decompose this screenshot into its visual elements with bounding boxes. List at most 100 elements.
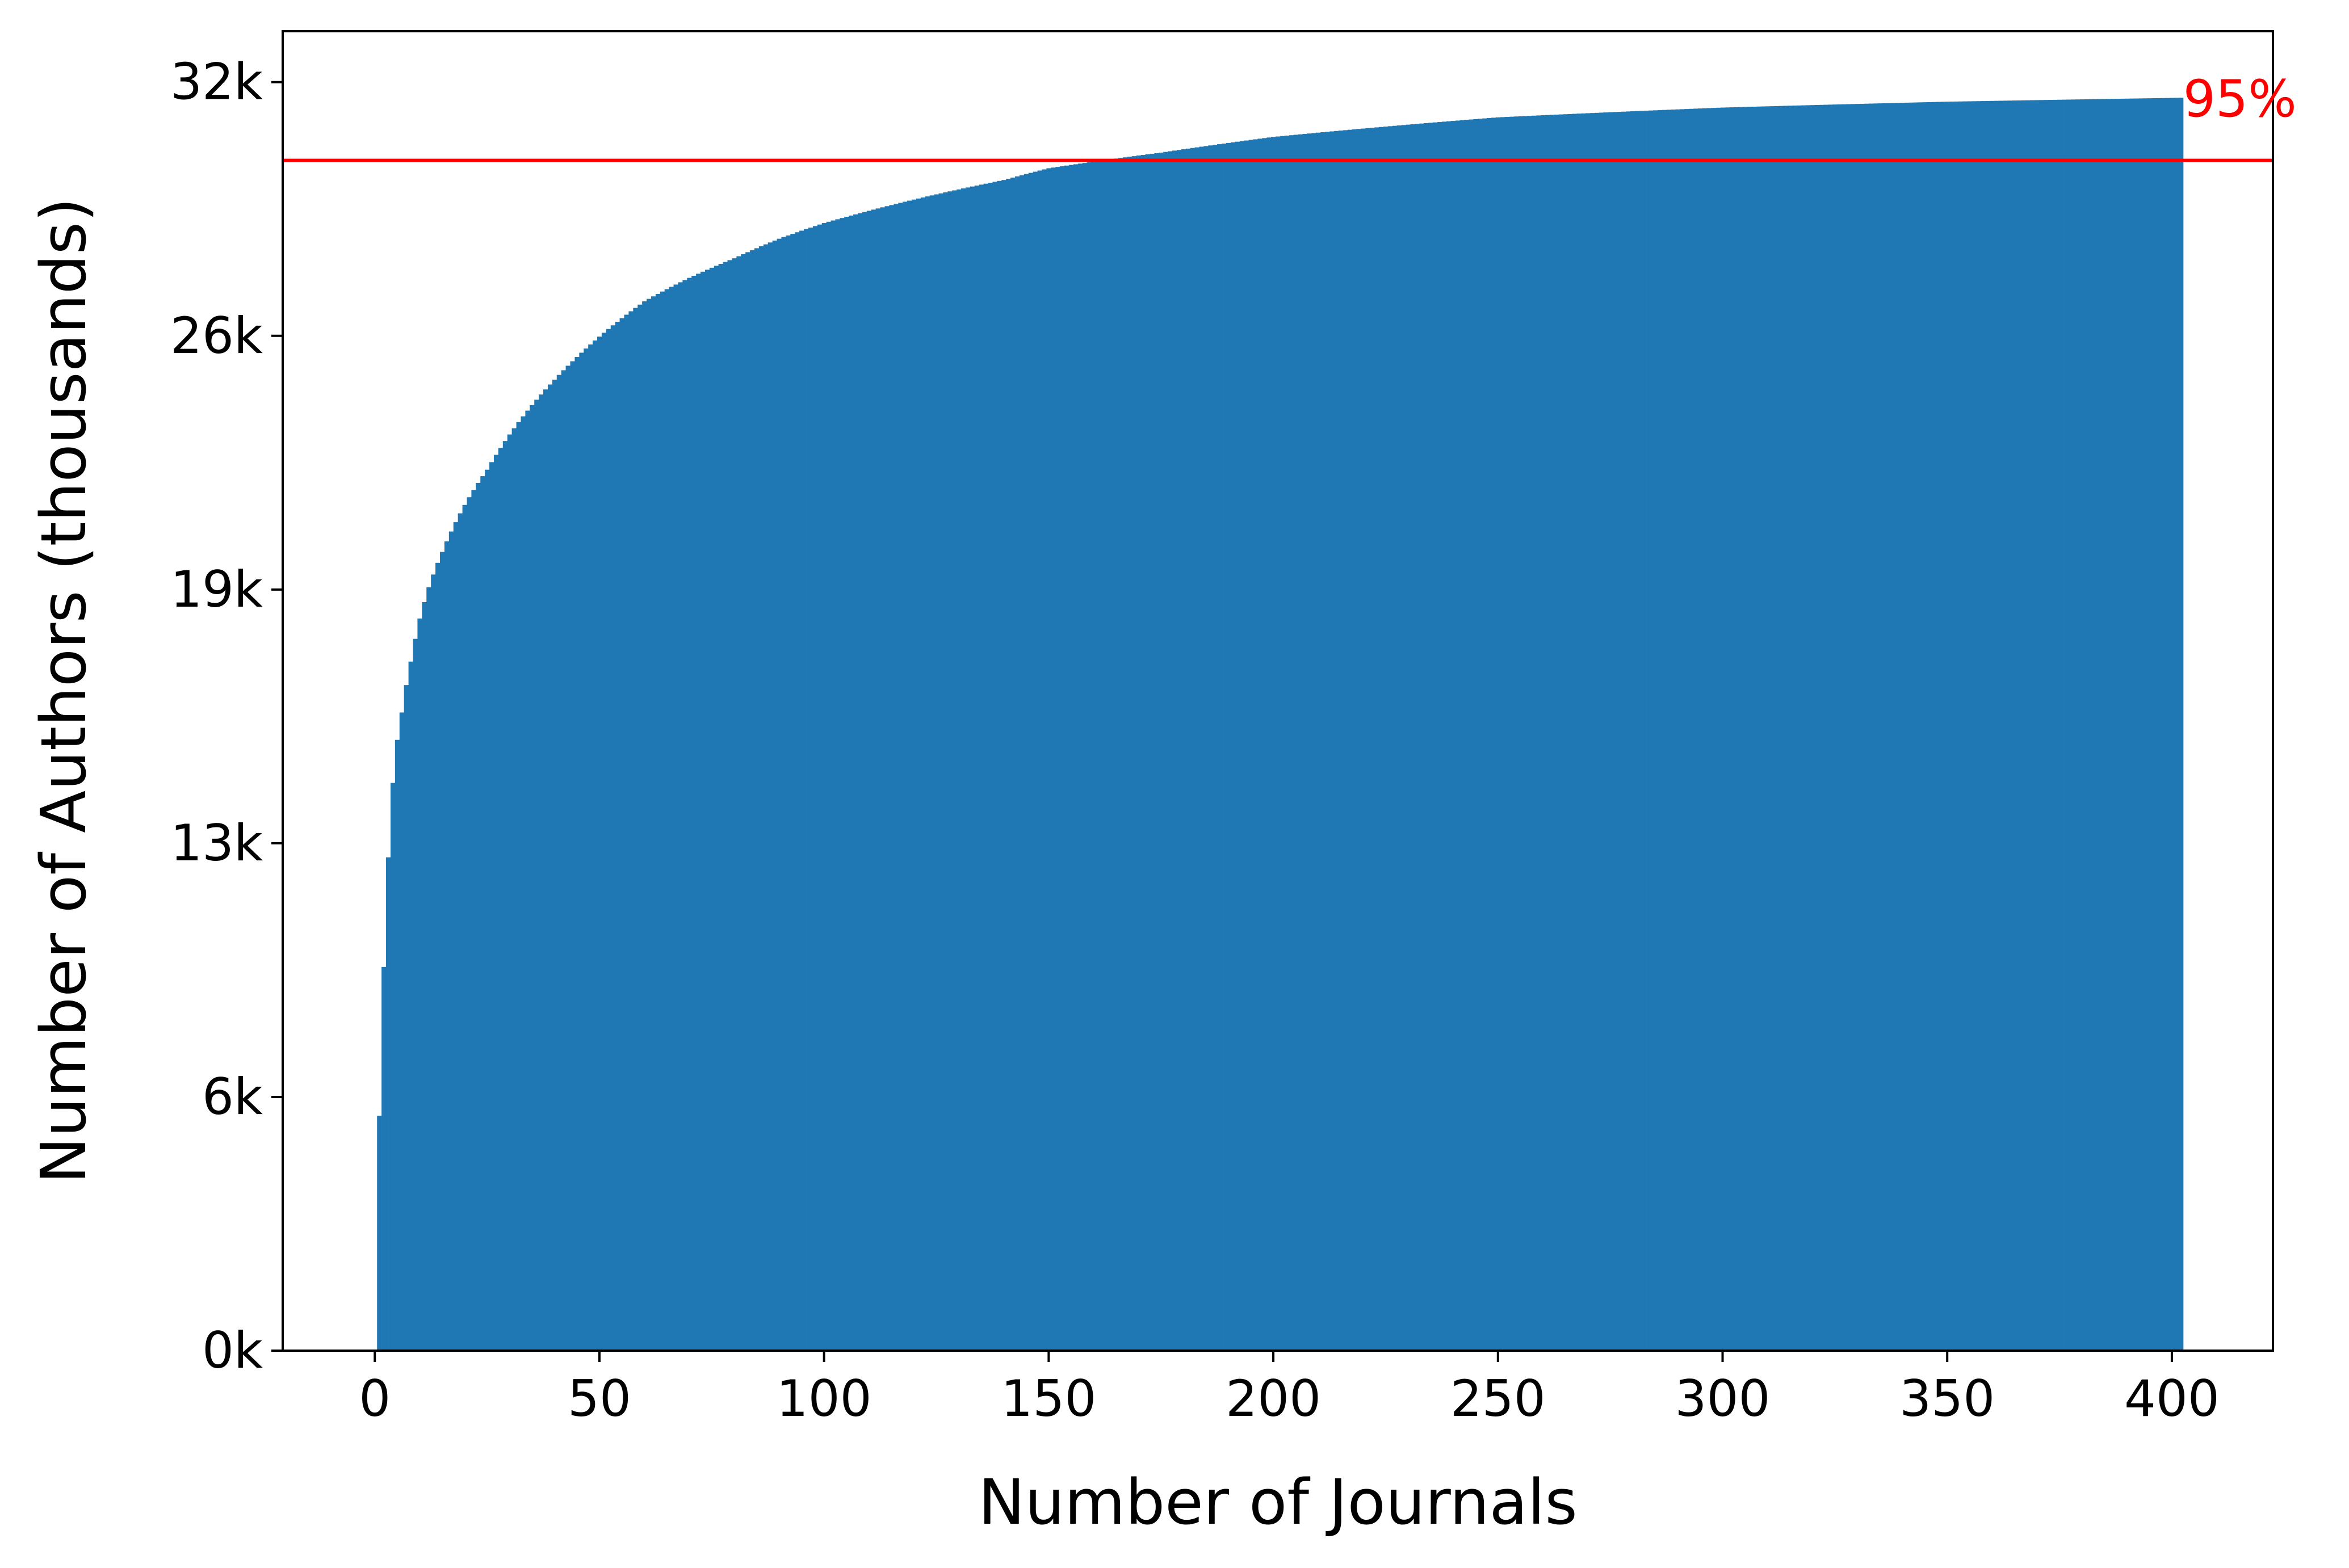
bar: [687, 278, 692, 1351]
bar: [1190, 148, 1196, 1351]
bar: [1922, 102, 1928, 1351]
bar: [903, 201, 908, 1351]
bar: [1464, 120, 1469, 1351]
bar: [696, 274, 701, 1351]
bar: [655, 293, 661, 1351]
bar: [790, 234, 795, 1351]
bar: [633, 308, 638, 1351]
bar: [875, 208, 881, 1351]
bar: [624, 314, 629, 1351]
bar: [1096, 161, 1101, 1351]
bar: [862, 212, 867, 1351]
bar: [2057, 99, 2062, 1351]
bar: [1441, 121, 1447, 1351]
bar: [1635, 111, 1640, 1351]
bar: [894, 204, 899, 1351]
bar: [615, 321, 620, 1351]
bar: [651, 296, 656, 1351]
bar: [2048, 100, 2053, 1351]
bar: [1828, 104, 1834, 1351]
bar: [2120, 98, 2125, 1351]
bar: [1239, 141, 1245, 1351]
bar: [1734, 107, 1739, 1351]
bar: [1518, 116, 1523, 1351]
bar: [1918, 102, 1923, 1351]
bar: [1590, 113, 1595, 1351]
bar: [1972, 101, 1977, 1351]
bar: [1689, 108, 1694, 1351]
bar: [1208, 145, 1213, 1351]
bar: [1994, 100, 1999, 1351]
bar: [1406, 124, 1411, 1351]
bar: [1127, 157, 1132, 1351]
bar: [1684, 109, 1689, 1351]
bar: [1729, 107, 1734, 1351]
bar: [1428, 123, 1433, 1351]
bar: [1181, 149, 1186, 1351]
bar: [552, 380, 557, 1351]
bar: [2098, 99, 2103, 1351]
bar: [1536, 115, 1541, 1351]
bar: [1769, 106, 1775, 1351]
bar: [1203, 146, 1209, 1351]
bar: [678, 282, 683, 1351]
bar: [1985, 100, 1991, 1351]
bar: [480, 476, 485, 1351]
bar: [1374, 127, 1379, 1351]
bar: [530, 405, 535, 1351]
bar: [1532, 115, 1537, 1351]
y-axis-label: Number of Authors (thousands): [27, 197, 100, 1184]
bar: [1140, 155, 1146, 1351]
bar: [1738, 107, 1743, 1351]
bar: [961, 188, 966, 1351]
x-tick-label: 300: [1675, 1369, 1771, 1428]
bar: [1356, 129, 1362, 1351]
bar: [1788, 106, 1793, 1351]
bar: [539, 394, 544, 1351]
bar: [1891, 103, 1896, 1351]
bar: [952, 190, 957, 1351]
bar: [858, 213, 863, 1351]
bar: [1172, 150, 1177, 1351]
bar: [1662, 110, 1667, 1351]
bar: [525, 410, 530, 1351]
bar: [1981, 101, 1986, 1351]
bar: [1765, 106, 1771, 1351]
bar: [1392, 125, 1398, 1351]
bar: [489, 462, 494, 1351]
bar: [485, 469, 490, 1351]
bar: [1621, 111, 1626, 1351]
bar: [812, 226, 818, 1351]
bar: [943, 192, 948, 1351]
bar: [1244, 140, 1249, 1351]
bar: [1401, 125, 1407, 1351]
bar: [1495, 117, 1501, 1351]
bar: [777, 238, 782, 1351]
x-tick-label: 150: [1001, 1369, 1096, 1428]
bar: [637, 304, 643, 1351]
bar: [1797, 105, 1802, 1351]
bar: [2070, 99, 2076, 1351]
bar: [2161, 98, 2166, 1351]
bar: [1792, 106, 1797, 1351]
bar: [1015, 176, 1020, 1351]
bar: [2151, 98, 2157, 1351]
bar: [1810, 105, 1815, 1351]
bar: [880, 207, 886, 1351]
bar: [647, 299, 652, 1351]
bar: [1131, 156, 1137, 1351]
bar: [1671, 110, 1676, 1351]
bar: [1455, 120, 1461, 1351]
bar: [1805, 105, 1811, 1351]
bar: [1033, 171, 1038, 1351]
bar: [1626, 111, 1631, 1351]
bar: [507, 434, 513, 1351]
bar: [1311, 133, 1316, 1351]
bar: [1396, 125, 1402, 1351]
bar: [1145, 154, 1151, 1351]
bar: [1163, 152, 1168, 1351]
bar: [1585, 113, 1591, 1351]
bar: [422, 602, 427, 1351]
bar: [1320, 132, 1325, 1351]
bar: [1176, 150, 1182, 1351]
